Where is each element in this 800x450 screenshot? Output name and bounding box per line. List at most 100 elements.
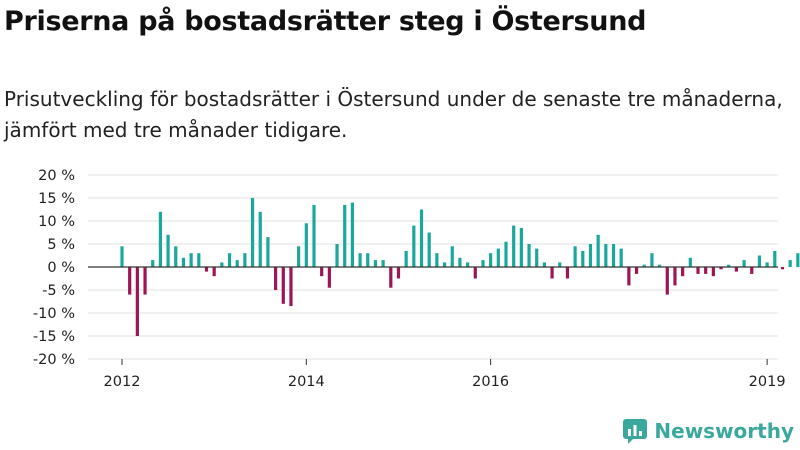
bar <box>181 257 186 267</box>
bar <box>158 211 162 267</box>
bar <box>243 253 247 267</box>
y-tick-label: 15 % <box>38 191 75 207</box>
bar <box>634 267 639 274</box>
bar <box>297 246 301 267</box>
bar <box>673 267 677 286</box>
bar <box>558 262 562 267</box>
bar <box>757 255 762 267</box>
bar <box>204 267 209 272</box>
bar <box>489 253 493 267</box>
bar <box>681 267 685 277</box>
bar <box>504 241 508 267</box>
bar-chart: -20 % -15 % -10 % -5 % 0 % 5 % 10 % 15 % 20 % 20… <box>33 168 800 390</box>
bar <box>312 204 316 267</box>
bar <box>742 260 746 267</box>
bar <box>596 234 600 267</box>
bar <box>711 267 715 277</box>
bar <box>573 246 577 267</box>
bar <box>527 244 531 267</box>
bar <box>642 264 646 267</box>
bar <box>258 211 262 267</box>
bar <box>466 262 470 267</box>
bar <box>796 253 800 267</box>
bar <box>734 267 738 272</box>
bar <box>350 202 354 267</box>
y-tick-label: 5 % <box>47 237 75 253</box>
bar <box>174 246 178 267</box>
bar <box>327 267 331 288</box>
bar <box>220 262 224 267</box>
bar <box>627 267 631 286</box>
bar <box>604 244 608 267</box>
bar <box>750 267 754 274</box>
page-subtitle: Prisutveckling för bostadsrätter i Öster… <box>4 87 783 142</box>
bar <box>235 260 239 267</box>
bars <box>120 198 800 336</box>
x-tick-label: 2019 <box>749 374 786 390</box>
bar <box>281 267 285 304</box>
bar <box>373 260 378 267</box>
bar <box>581 250 585 267</box>
bar <box>135 267 139 336</box>
bar <box>704 267 708 274</box>
brand-logo: Newsworthy <box>622 418 794 444</box>
bar <box>396 267 401 279</box>
y-tick-label: -10 % <box>33 306 75 322</box>
bar <box>512 225 516 267</box>
bar <box>381 260 385 267</box>
bar <box>304 223 308 267</box>
bar <box>412 225 416 267</box>
bar <box>289 267 293 307</box>
bar <box>166 234 170 267</box>
bar <box>565 267 570 279</box>
y-tick-label: 0 % <box>47 260 75 276</box>
bar <box>696 267 700 274</box>
bar <box>658 264 662 267</box>
bar <box>389 267 393 288</box>
bar <box>542 262 546 267</box>
y-tick-label: 10 % <box>38 214 75 230</box>
bar-chart-logo-icon <box>623 419 648 444</box>
bar <box>197 253 201 267</box>
bar <box>320 267 324 277</box>
bar <box>773 250 777 267</box>
x-tick-label: 2016 <box>472 374 509 390</box>
bar <box>266 237 270 267</box>
bar <box>788 260 792 267</box>
bar <box>780 267 785 270</box>
bar <box>128 267 132 295</box>
bar <box>442 262 447 267</box>
bar <box>358 253 362 267</box>
bar <box>519 227 523 267</box>
bar <box>765 262 769 267</box>
bar <box>481 260 485 267</box>
bar <box>535 248 539 267</box>
bar <box>496 248 500 267</box>
y-tick-label: -5 % <box>42 283 75 299</box>
bar <box>419 209 424 267</box>
bar <box>343 204 347 267</box>
y-axis-labels: -20 % -15 % -10 % -5 % 0 % 5 % 10 % 15 % 20 % <box>33 168 75 368</box>
x-tick-label: 2012 <box>104 374 141 390</box>
bar <box>335 244 339 267</box>
bar <box>688 257 692 267</box>
bar <box>550 267 554 279</box>
y-tick-label: -15 % <box>33 329 75 345</box>
bar <box>458 257 462 267</box>
bar <box>619 248 623 267</box>
bar <box>427 232 431 267</box>
bar <box>212 267 216 277</box>
bar <box>611 244 616 267</box>
bar <box>588 244 593 267</box>
bar <box>450 246 454 267</box>
bar <box>189 253 193 267</box>
y-tick-label: 20 % <box>38 168 75 184</box>
bar <box>650 253 654 267</box>
bar <box>151 260 155 267</box>
bar <box>727 264 731 267</box>
bar <box>473 267 477 279</box>
bar <box>227 253 232 267</box>
brand-name: Newsworthy <box>654 419 794 443</box>
x-axis: 2012201420162019202120232025 <box>104 359 786 390</box>
bar <box>366 253 370 267</box>
